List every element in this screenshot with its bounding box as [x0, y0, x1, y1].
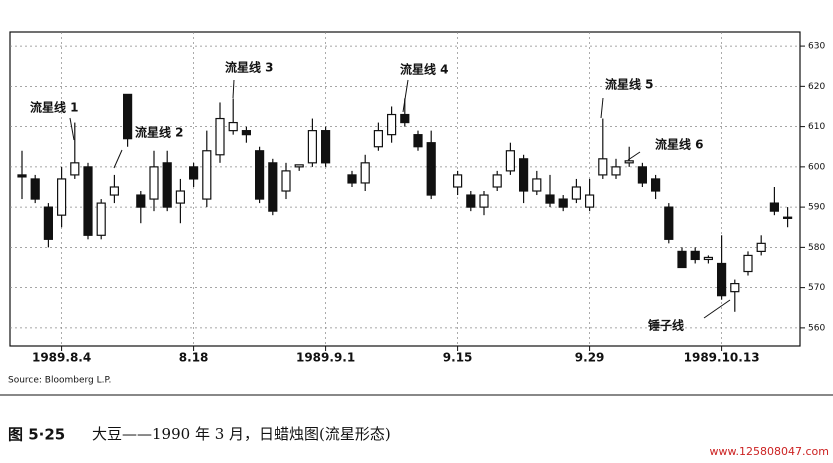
- candle-body: [571, 186, 582, 200]
- candle-body: [373, 130, 383, 148]
- x-tick-label: 9.15: [443, 351, 473, 365]
- candle-body: [545, 194, 555, 204]
- candle-body: [30, 178, 40, 200]
- candle-body: [360, 162, 370, 184]
- candle-body: [716, 262, 727, 297]
- annotation-arrow: [627, 151, 641, 161]
- candle-body: [769, 202, 780, 212]
- candle-body: [598, 158, 608, 176]
- caption-text: 大豆——1990 年 3 月，日蜡烛图(流星形态): [92, 425, 391, 443]
- candle-body: [268, 162, 278, 212]
- y-tick-label: 620: [808, 82, 825, 92]
- candle-body: [782, 216, 793, 219]
- annotation: 锤子线: [648, 318, 684, 333]
- candle-body: [532, 178, 542, 192]
- annotation-arrow: [232, 79, 235, 99]
- candle-body: [241, 130, 251, 136]
- candle-body: [294, 164, 304, 168]
- annotation: 流星线 2: [135, 125, 184, 140]
- y-tick-label: 570: [808, 283, 825, 293]
- candle-body: [479, 194, 489, 208]
- candle-body: [162, 162, 172, 208]
- y-tick-label: 600: [808, 162, 825, 172]
- candle-body: [347, 174, 357, 184]
- candle-body: [321, 130, 331, 164]
- candle-body: [400, 113, 410, 124]
- candle-body: [122, 93, 133, 140]
- plot-frame: [9, 31, 801, 347]
- candle-body: [17, 174, 27, 178]
- y-tick-label: 560: [808, 323, 825, 333]
- candle-body: [43, 206, 54, 240]
- candle-body: [96, 202, 106, 236]
- candle-body: [624, 160, 634, 164]
- candle-body: [637, 166, 648, 184]
- watermark: www.125808047.com: [710, 445, 829, 458]
- annotation-arrow: [69, 117, 75, 141]
- candle-body: [228, 121, 238, 132]
- y-tick-label: 580: [808, 243, 825, 253]
- x-tick-label: 1989.10.13: [684, 351, 760, 365]
- candle-body: [426, 142, 436, 196]
- y-tick-label: 610: [808, 122, 825, 132]
- candle-body: [730, 283, 740, 293]
- candle-body: [202, 150, 212, 200]
- annotation-arrow: [113, 149, 123, 169]
- candle-body: [387, 113, 397, 136]
- candle-body: [584, 194, 595, 208]
- candle-body: [109, 186, 120, 196]
- annotation: 流星线 1: [30, 100, 79, 115]
- y-tick-label: 590: [808, 203, 825, 213]
- candle-body: [505, 150, 515, 172]
- candle-body: [466, 194, 476, 208]
- candle-body: [518, 158, 529, 192]
- candle-body: [70, 162, 80, 176]
- candle-body: [743, 254, 753, 273]
- annotation: 流星线 5: [605, 77, 654, 92]
- candle-body: [281, 170, 291, 192]
- candle-body: [307, 130, 317, 164]
- x-tick-label: 1989.8.4: [32, 351, 91, 365]
- annotation-arrow: [703, 299, 731, 319]
- candle-body: [756, 242, 766, 252]
- candle-body: [136, 194, 146, 208]
- annotation: 流星线 4: [400, 62, 449, 77]
- candle-body: [413, 134, 423, 148]
- caption-number: 图 5·25: [8, 426, 65, 444]
- candle-body: [492, 174, 502, 188]
- y-tick-label: 630: [808, 42, 825, 52]
- candle-body: [650, 178, 661, 192]
- annotation: 流星线 6: [655, 137, 704, 152]
- annotation-arrow: [402, 79, 409, 113]
- source: Source: Bloomberg L.P.: [8, 376, 111, 386]
- candle-body: [677, 250, 687, 269]
- candle-body: [558, 198, 568, 208]
- candle-body: [611, 166, 621, 176]
- candle-body: [83, 166, 93, 236]
- candle-body: [56, 178, 67, 216]
- annotation: 流星线 3: [225, 60, 274, 75]
- x-tick-label: 1989.9.1: [296, 351, 355, 365]
- candle-body: [189, 166, 199, 180]
- x-tick-label: 8.18: [179, 351, 209, 365]
- candle-body: [215, 117, 225, 156]
- candle-body: [255, 150, 265, 200]
- candle-body: [690, 250, 700, 261]
- candle-body: [703, 256, 714, 261]
- x-tick-label: 9.29: [575, 351, 605, 365]
- annotation-arrow: [600, 97, 604, 119]
- candle-body: [149, 166, 159, 200]
- candle-body: [664, 206, 674, 240]
- candle-body: [175, 190, 185, 204]
- candle-body: [453, 174, 463, 188]
